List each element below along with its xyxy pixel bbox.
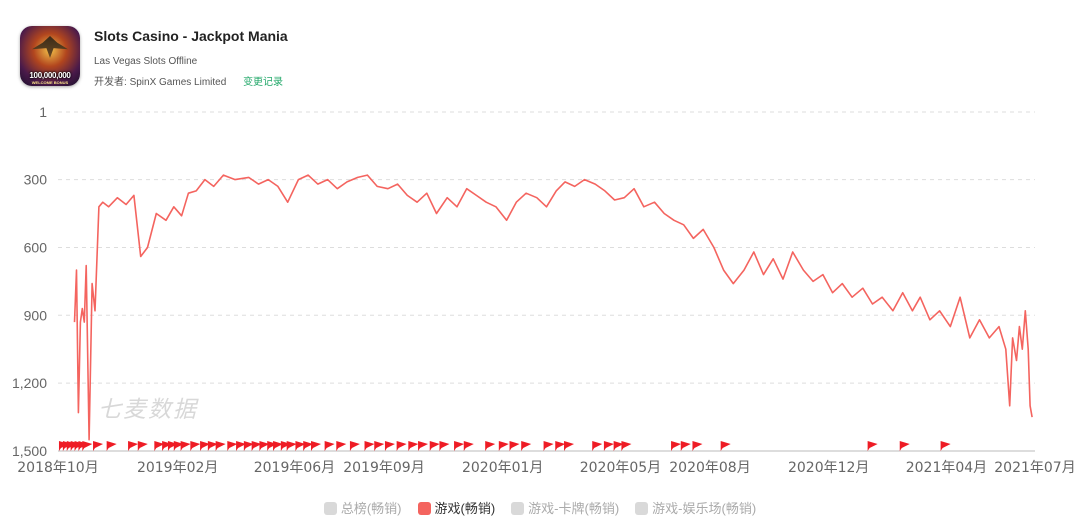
watermark: 七麦数据 <box>98 397 198 423</box>
flag-marker <box>82 441 93 451</box>
x-tick-label: 2018年10月 <box>17 460 98 476</box>
legend-item[interactable]: 游戏-娱乐场(畅销) <box>635 498 756 517</box>
flag-marker <box>429 441 440 451</box>
app-icon-text: 100,000,000 <box>29 71 71 80</box>
y-tick-label: 600 <box>24 239 48 255</box>
flag-marker <box>154 441 165 451</box>
flag-marker <box>603 441 614 451</box>
flag-marker <box>349 441 360 451</box>
x-tick-label: 2021年04月 <box>906 460 987 476</box>
legend-swatch <box>635 502 649 515</box>
legend-swatch <box>417 502 431 515</box>
flag-marker <box>564 441 575 451</box>
x-tick-label: 2019年09月 <box>343 460 424 476</box>
legend-label: 总榜(畅销) <box>340 501 402 516</box>
flag-marker <box>364 441 375 451</box>
y-tick-label: 900 <box>24 307 48 323</box>
legend-item[interactable]: 游戏-卡牌(畅销) <box>511 498 619 517</box>
flag-marker <box>543 441 554 451</box>
flag-marker <box>940 441 951 451</box>
flag-marker <box>555 441 566 451</box>
flag-marker <box>485 441 496 451</box>
flag-marker <box>273 441 284 451</box>
flag-marker <box>207 441 218 451</box>
flag-marker <box>867 441 878 451</box>
chart-legend: 总榜(畅销) 游戏(畅销) 游戏-卡牌(畅销) 游戏-娱乐场(畅销) <box>0 498 1080 517</box>
legend-item[interactable]: 总榜(畅销) <box>323 498 402 517</box>
app-icon: 100,000,000 WELCOME BONUS <box>20 26 80 86</box>
flag-marker <box>303 441 314 451</box>
flag-marker <box>680 441 691 451</box>
flag-marker <box>137 441 148 451</box>
flag-marker <box>374 441 385 451</box>
flag-marker <box>128 441 139 451</box>
flag-marker <box>227 441 238 451</box>
app-header: 100,000,000 WELCOME BONUS Slots Casino -… <box>20 22 720 92</box>
x-tick-label: 2020年12月 <box>788 460 869 476</box>
flag-marker <box>336 441 347 451</box>
flag-marker <box>200 441 211 451</box>
flag-marker <box>396 441 407 451</box>
flag-marker <box>671 441 682 451</box>
flag-marker <box>106 441 117 451</box>
flag-marker <box>463 441 474 451</box>
x-tick-label: 2019年06月 <box>254 460 335 476</box>
flag-marker <box>408 441 419 451</box>
app-icon-subtext: WELCOME BONUS <box>31 80 69 85</box>
flag-marker <box>286 441 297 451</box>
flag-marker <box>621 441 632 451</box>
legend-item[interactable]: 游戏(畅销) <box>417 498 496 517</box>
developer-label: 开发者: <box>94 77 127 88</box>
flag-marker <box>418 441 429 451</box>
flag-marker <box>243 441 254 451</box>
legend-label: 游戏-卡牌(畅销) <box>528 501 620 516</box>
flag-marker <box>592 441 603 451</box>
x-tick-label: 2020年01月 <box>462 460 543 476</box>
legend-label: 游戏-娱乐场(畅销) <box>652 501 757 516</box>
x-tick-label: 2019年02月 <box>137 460 218 476</box>
flag-marker <box>190 441 201 451</box>
y-tick-label: 1,200 <box>12 375 47 391</box>
flag-marker <box>509 441 520 451</box>
x-tick-label: 2021年07月 <box>994 460 1075 476</box>
flag-marker <box>720 441 731 451</box>
flag-marker <box>454 441 465 451</box>
flag-marker <box>439 441 450 451</box>
flag-marker <box>498 441 509 451</box>
legend-swatch <box>511 502 525 515</box>
flag-marker <box>180 441 191 451</box>
developer-name[interactable]: SpinX Games Limited <box>129 77 227 88</box>
developer-row: 开发者: SpinX Games Limited 变更记录 <box>94 73 283 88</box>
flag-marker <box>521 441 532 451</box>
flag-marker <box>692 441 703 451</box>
flag-marker <box>251 441 262 451</box>
y-tick-label: 300 <box>24 172 48 188</box>
flag-marker <box>236 441 247 451</box>
flag-marker <box>613 441 624 451</box>
legend-swatch <box>323 502 337 515</box>
flag-marker <box>215 441 226 451</box>
flag-marker <box>384 441 395 451</box>
series-line <box>73 174 1033 441</box>
x-tick-label: 2020年05月 <box>580 460 661 476</box>
flag-marker <box>311 441 322 451</box>
x-tick-label: 2020年08月 <box>669 460 750 476</box>
flag-marker <box>899 441 910 451</box>
flag-marker <box>295 441 306 451</box>
flag-marker <box>259 441 270 451</box>
app-subtitle: Las Vegas Slots Offline <box>94 56 198 67</box>
changelog-link[interactable]: 变更记录 <box>243 77 284 88</box>
app-title: Slots Casino - Jackpot Mania <box>94 28 288 44</box>
legend-label: 游戏(畅销) <box>434 501 496 516</box>
flag-marker <box>324 441 335 451</box>
y-tick-label: 1,500 <box>12 443 47 459</box>
flag-marker <box>93 441 104 451</box>
y-tick-label: 1 <box>39 104 47 120</box>
